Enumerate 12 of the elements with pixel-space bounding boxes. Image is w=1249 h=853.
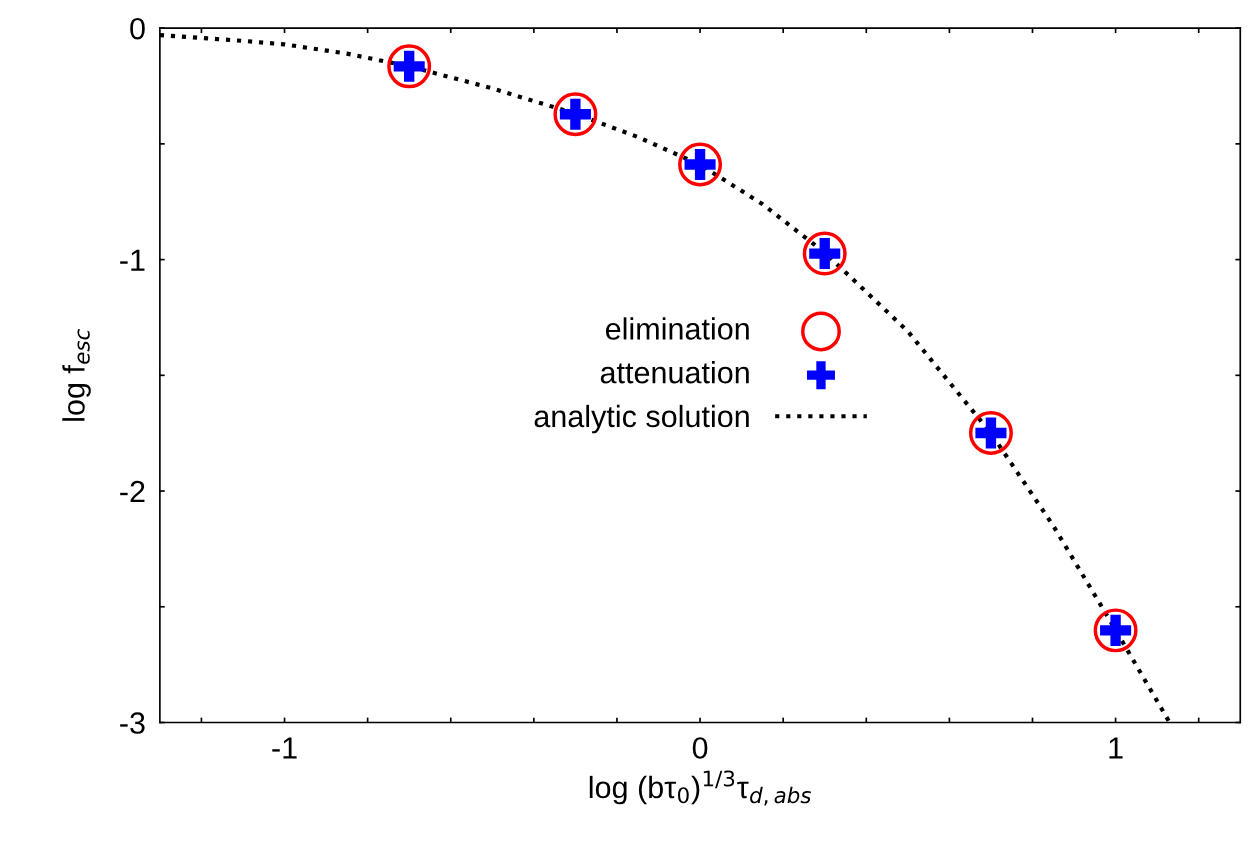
y-tick-label: 0 xyxy=(130,17,145,40)
legend-label: attenuation xyxy=(600,361,749,384)
x-tick-label: 0 xyxy=(692,737,708,759)
x-axis-title: log (bτ$_{0}$)$^{1/3}$τ$_{d,abs}$ xyxy=(589,770,812,806)
y-tick-label: -3 xyxy=(120,712,145,734)
x-tick-label: 1 xyxy=(1109,737,1123,759)
legend-label: elimination xyxy=(605,317,749,340)
x-tick-label: -1 xyxy=(272,737,297,759)
y-tick-label: -2 xyxy=(120,480,145,503)
y-tick-label: -1 xyxy=(120,249,145,271)
y-axis-title: log f$_{esc}$ xyxy=(62,329,91,421)
legend-label: analytic solution xyxy=(534,404,749,434)
